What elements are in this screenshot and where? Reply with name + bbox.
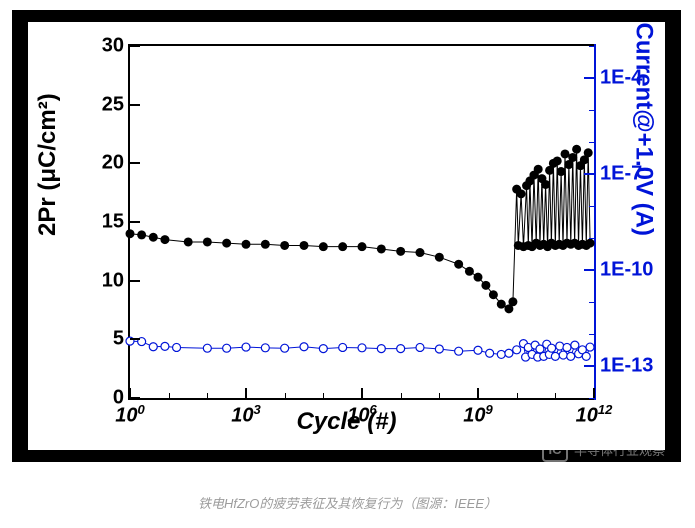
y-right-tick-label: 1E-10 bbox=[600, 259, 653, 282]
chart-canvas: 0510152025301E-131E-101E-71E-41001031061… bbox=[28, 22, 665, 450]
figure-caption: 铁电HfZrO的疲劳表征及其恢复行为（图源：IEEE） bbox=[0, 493, 695, 512]
data-svg bbox=[130, 46, 594, 398]
y-left-tick-label: 5 bbox=[113, 328, 124, 351]
chart-outer-frame: 0510152025301E-131E-101E-71E-41001031061… bbox=[12, 10, 681, 462]
y-left-tick-label: 15 bbox=[102, 211, 124, 234]
x-tick-label: 100 bbox=[115, 402, 144, 428]
x-tick-label: 109 bbox=[463, 402, 492, 428]
y-right-tick-label: 1E-13 bbox=[600, 355, 653, 378]
watermark: IC 半导体行业观察 bbox=[542, 436, 665, 462]
watermark-logo-icon: IC bbox=[542, 436, 568, 462]
y-right-title: Current@+1.0V (A) bbox=[629, 23, 657, 236]
y-left-title: 2Pr (μC/cm²) bbox=[34, 93, 62, 236]
y-left-tick-label: 30 bbox=[102, 35, 124, 58]
x-tick-label: 1012 bbox=[576, 402, 613, 428]
x-tick-label: 103 bbox=[231, 402, 260, 428]
y-left-tick-label: 10 bbox=[102, 269, 124, 292]
y-left-tick-label: 20 bbox=[102, 152, 124, 175]
plot-area: 0510152025301E-131E-101E-71E-41001031061… bbox=[128, 44, 596, 400]
watermark-text: 半导体行业观察 bbox=[574, 440, 665, 459]
x-axis-title: Cycle (#) bbox=[296, 408, 396, 436]
y-left-tick-label: 25 bbox=[102, 93, 124, 116]
